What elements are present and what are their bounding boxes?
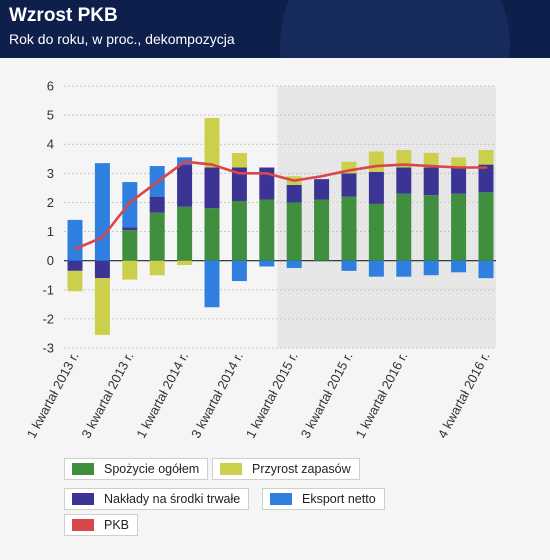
x-tick-label: 4 kwartał 2016 r.	[435, 349, 493, 440]
pkb-line	[73, 160, 488, 251]
y-tick-label: 1	[47, 224, 54, 239]
bar-segment	[67, 270, 83, 292]
y-tick-label: 0	[47, 253, 54, 268]
bar-segment	[341, 260, 357, 271]
bar-segment	[423, 152, 439, 168]
bar-segment	[94, 260, 110, 279]
y-tick-label: -3	[42, 341, 54, 356]
bar-segment	[231, 152, 247, 168]
bar-segment	[423, 260, 439, 276]
bar-segment	[231, 260, 247, 282]
bar-segment	[286, 184, 302, 203]
bar-segment	[231, 167, 247, 201]
chart-subtitle: Rok do roku, w proc., dekompozycja	[9, 31, 235, 47]
bar-segment	[177, 206, 193, 261]
bar-segment	[478, 192, 494, 261]
x-tick-label: 3 kwartał 2014 r.	[188, 349, 246, 440]
bar-segment	[368, 171, 384, 204]
legend-item-naklady[interactable]: Nakłady na środki trwałe	[64, 488, 250, 510]
bar-segment	[423, 195, 439, 261]
bar-segment	[286, 202, 302, 261]
x-tick-label: 1 kwartał 2015 r.	[243, 349, 301, 440]
bar-segment	[341, 173, 357, 197]
bar-segment	[341, 161, 357, 174]
bar-segment	[122, 182, 138, 228]
bar-segment	[478, 164, 494, 193]
x-tick-label: 3 kwartał 2015 r.	[298, 349, 356, 440]
bar-segment	[231, 200, 247, 261]
x-tick-label: 1 kwartał 2014 r.	[133, 349, 191, 440]
y-tick-label: 2	[47, 195, 54, 210]
bar-segment	[368, 260, 384, 277]
bar-segment	[314, 179, 330, 200]
bar-segment	[204, 167, 220, 209]
bar-segment	[396, 260, 412, 277]
legend-label: PKB	[104, 518, 130, 532]
chart-header: Wzrost PKB Rok do roku, w proc., dekompo…	[0, 0, 550, 58]
chart-title: Wzrost PKB	[9, 5, 118, 26]
bar-segment	[94, 278, 110, 335]
bar-segment	[67, 219, 83, 261]
legend-label: Przyrost zapasów	[252, 462, 351, 476]
bar-segment	[451, 157, 467, 168]
bar-segment	[122, 227, 138, 231]
y-tick-label: -2	[42, 311, 54, 326]
bar-segment	[451, 260, 467, 273]
bar-segment	[204, 208, 220, 261]
bar-segment	[204, 118, 220, 168]
legend-item-spozycie[interactable]: Spożycie ogółem	[64, 458, 209, 480]
legend-item-pkb[interactable]: PKB	[64, 514, 139, 536]
bar-segment	[314, 199, 330, 261]
legend-item-eksport-netto[interactable]: Eksport netto	[262, 488, 385, 510]
legend-swatch	[72, 519, 94, 531]
bar-segment	[122, 260, 138, 280]
bar-segment	[396, 150, 412, 168]
header-decoration	[280, 0, 510, 58]
bar-segment	[67, 260, 83, 271]
bar-segment	[259, 199, 275, 261]
y-tick-label: -1	[42, 282, 54, 297]
bar-segment	[341, 196, 357, 261]
legend-swatch	[72, 463, 94, 475]
bar-segment	[149, 260, 165, 276]
legend-label: Spożycie ogółem	[104, 462, 200, 476]
bar-segment	[286, 260, 302, 268]
legend-label: Eksport netto	[302, 492, 376, 506]
bar-segment	[368, 151, 384, 172]
legend-swatch	[220, 463, 242, 475]
bar-segment	[396, 167, 412, 194]
bar-segment	[204, 260, 220, 308]
bar-segment	[451, 193, 467, 261]
bar-segment	[122, 230, 138, 261]
bar-segment	[259, 260, 275, 267]
y-tick-label: 6	[47, 79, 54, 94]
bar-segment	[451, 167, 467, 194]
x-tick-label: 1 kwartał 2013 r.	[24, 349, 82, 440]
legend-label: Nakłady na środki trwałe	[104, 492, 241, 506]
bar-segment	[478, 260, 494, 279]
bar-segment	[177, 260, 193, 266]
y-tick-label: 4	[47, 137, 54, 152]
bar-segment	[423, 167, 439, 196]
bar-segment	[94, 163, 110, 261]
bar-segment	[177, 164, 193, 207]
legend: Spożycie ogółem Przyrost zapasów Nakłady…	[64, 458, 544, 548]
x-tick-label: 3 kwartał 2013 r.	[78, 349, 136, 440]
y-tick-label: 3	[47, 166, 54, 181]
legend-swatch	[270, 493, 292, 505]
bar-segment	[149, 212, 165, 261]
x-tick-label: 1 kwartał 2016 r.	[352, 349, 410, 440]
bar-segment	[478, 150, 494, 165]
bar-segment	[396, 193, 412, 261]
bar-segment	[149, 196, 165, 213]
legend-item-przyrost-zapasow[interactable]: Przyrost zapasów	[212, 458, 360, 480]
legend-swatch	[72, 493, 94, 505]
bar-segment	[368, 203, 384, 261]
y-tick-label: 5	[47, 108, 54, 123]
